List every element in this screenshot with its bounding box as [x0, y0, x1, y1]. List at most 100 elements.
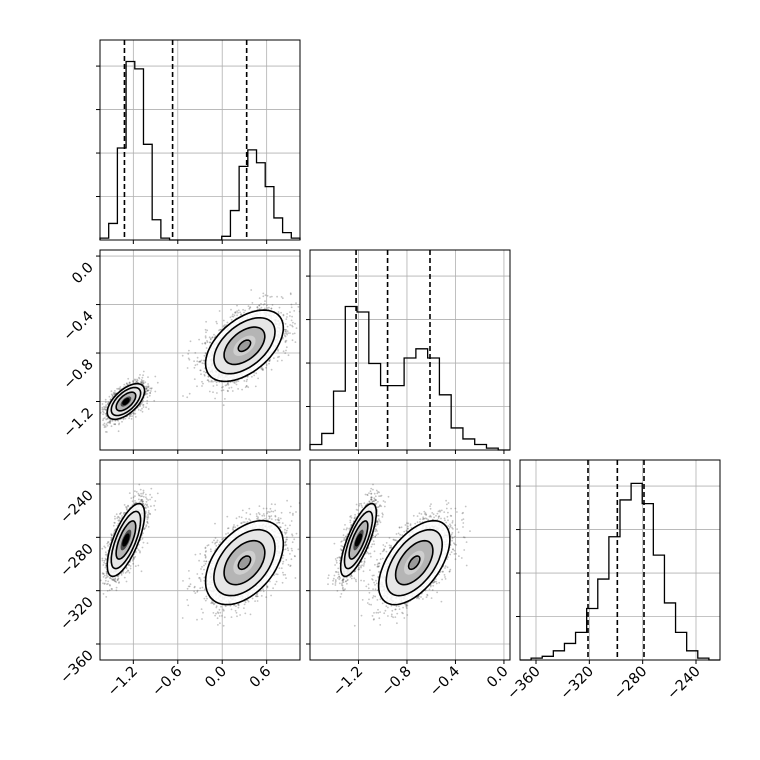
scatter-point [118, 388, 121, 391]
histogram-1 [309, 305, 510, 451]
scatter-point [109, 420, 111, 423]
scatter-point [139, 405, 142, 407]
scatter-point [105, 405, 107, 408]
scatter-point [264, 300, 266, 302]
scatter-point [137, 409, 140, 411]
scatter-point [141, 410, 144, 413]
scatter-point [204, 371, 207, 374]
scatter-point [270, 307, 273, 310]
scatter-point [104, 412, 107, 415]
scatter-point [117, 388, 120, 390]
scatter-point [210, 379, 213, 382]
scatter-point [269, 296, 272, 298]
scatter-point [142, 381, 144, 383]
scatter-point [199, 369, 202, 372]
scatter-point [135, 381, 138, 383]
scatter-point [289, 292, 292, 295]
scatter-point [235, 383, 238, 386]
scatter-point [104, 426, 107, 428]
scatter-point [244, 309, 247, 312]
scatter-point [129, 381, 131, 384]
scatter-point [131, 380, 134, 383]
scatter-point [230, 318, 233, 321]
scatter-point [240, 313, 243, 316]
scatter-point [201, 380, 203, 383]
scatter-point [147, 383, 150, 385]
scatter-point [116, 387, 118, 390]
scatter-point [112, 393, 115, 396]
scatter-point [113, 393, 116, 396]
scatter-point [285, 332, 288, 335]
scatter-point [233, 314, 236, 317]
scatter-point [282, 350, 285, 353]
scatter-point [106, 417, 109, 420]
scatter-point [205, 331, 207, 334]
scatter-point [153, 399, 156, 402]
scatter-point [114, 392, 117, 395]
scatter-point [129, 415, 132, 417]
scatter-point [199, 361, 202, 363]
scatter-point [131, 415, 133, 417]
scatter-point [283, 334, 286, 337]
scatter-point [265, 364, 268, 366]
scatter-point [193, 360, 196, 363]
scatter-point [142, 374, 145, 377]
scatter-point [130, 418, 133, 420]
scatter-point [215, 320, 218, 323]
scatter-point [206, 341, 209, 344]
scatter-point [198, 360, 201, 363]
scatter-point [144, 385, 147, 388]
scatter-point [239, 311, 242, 314]
scatter-point [147, 386, 150, 388]
scatter-point [204, 341, 207, 344]
scatter-point [277, 348, 279, 351]
scatter-point [235, 380, 238, 383]
scatter-point [134, 379, 137, 382]
scatter-point [208, 380, 210, 383]
scatter-point [214, 397, 217, 400]
scatter-point [205, 320, 208, 323]
scatter-point [236, 304, 238, 307]
scatter-point [285, 339, 288, 342]
scatter-point [200, 373, 202, 376]
scatter-point [262, 303, 265, 306]
scatter-point [104, 408, 107, 411]
scatter-point [135, 380, 138, 383]
scatter-point [136, 378, 138, 381]
x-tick-label: −320 [558, 664, 597, 703]
scatter-point [209, 338, 212, 341]
scatter-point [201, 342, 204, 345]
scatter-point [266, 294, 269, 297]
scatter-point [249, 306, 252, 308]
scatter-point [289, 311, 291, 313]
scatter-point [314, 301, 316, 303]
scatter-point [286, 330, 289, 333]
scatter-point [103, 426, 106, 429]
scatter-point [196, 360, 199, 363]
scatter-point [208, 336, 211, 339]
scatter-point [216, 322, 218, 325]
scatter-point [196, 363, 199, 366]
scatter-point [276, 295, 278, 298]
panel-frame-2-2 [519, 459, 721, 661]
scatter-point [211, 336, 214, 339]
scatter-point [206, 340, 208, 342]
x-tick-label: −360 [504, 664, 543, 703]
scatter-point [268, 359, 271, 362]
scatter-point [248, 308, 251, 310]
scatter-point [295, 302, 297, 304]
grid-0-0 [100, 40, 300, 240]
scatter-point [118, 422, 121, 425]
scatter-point [204, 352, 207, 354]
x-tick-label: −280 [611, 664, 650, 703]
scatter-point [146, 385, 148, 388]
scatter-point [142, 370, 145, 373]
scatter-point [262, 292, 265, 295]
scatter-point [260, 303, 262, 305]
scatter-point [231, 315, 234, 318]
scatter-point [146, 402, 149, 405]
scatter-point [154, 390, 157, 393]
scatter-point [142, 380, 145, 382]
scatter-point [104, 408, 107, 411]
